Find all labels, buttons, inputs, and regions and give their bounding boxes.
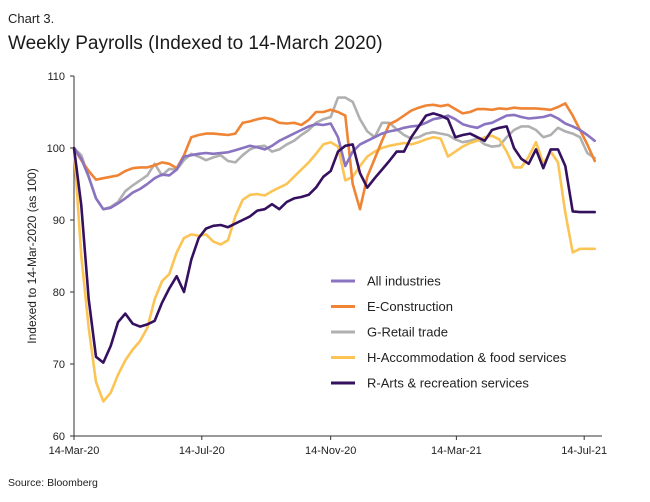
y-tick-label: 90 bbox=[53, 215, 65, 227]
x-tick-label: 14-Jul-21 bbox=[561, 445, 607, 457]
x-tick-label: 14-Mar-20 bbox=[49, 445, 100, 457]
series-lines bbox=[72, 96, 597, 403]
y-tick-label: 80 bbox=[53, 287, 65, 299]
chart-label: Chart 3. bbox=[8, 11, 55, 26]
legend: All industries E-Construction G-Retail tra… bbox=[331, 274, 567, 391]
series-line-e-construction bbox=[72, 102, 597, 211]
source-note: Source: Bloomberg bbox=[8, 477, 98, 489]
y-tick-label: 70 bbox=[53, 359, 65, 371]
chart-title: Weekly Payrolls (Indexed to 14-March 202… bbox=[8, 33, 383, 54]
x-tick-label: 14-Nov-20 bbox=[305, 445, 356, 457]
series-line-h-accommodation-food-services bbox=[72, 134, 597, 403]
series-line-r-arts-recreation-services bbox=[72, 112, 597, 364]
y-tick-label: 110 bbox=[47, 71, 65, 83]
x-tick-label: 14-Jul-20 bbox=[179, 445, 225, 457]
legend-label: G-Retail trade bbox=[367, 325, 448, 340]
y-tick-label: 100 bbox=[47, 143, 65, 155]
legend-label: H-Accommodation & food services bbox=[367, 350, 567, 365]
y-tick-label: 60 bbox=[53, 431, 65, 443]
series-line-g-retail-trade bbox=[72, 96, 597, 211]
x-tick-label: 14-Mar-21 bbox=[431, 445, 482, 457]
legend-label: E-Construction bbox=[367, 299, 453, 314]
legend-label: R-Arts & recreation services bbox=[367, 376, 529, 391]
y-axis-label: Indexed to 14-Mar-2020 (as 100) bbox=[25, 168, 39, 343]
series-line-all-industries bbox=[72, 113, 597, 211]
axes: 60 70 80 90 100 110 14-Mar-20 14-Jul-20 14-Nov-2… bbox=[47, 71, 607, 457]
legend-label: All industries bbox=[367, 274, 441, 289]
